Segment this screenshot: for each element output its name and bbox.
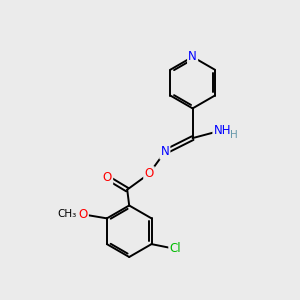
Text: Cl: Cl: [169, 242, 181, 255]
Text: CH₃: CH₃: [58, 209, 77, 219]
Text: O: O: [144, 167, 154, 180]
Text: NH: NH: [214, 124, 231, 137]
Text: O: O: [79, 208, 88, 221]
Text: H: H: [230, 130, 238, 140]
Text: O: O: [103, 171, 112, 184]
Text: N: N: [160, 146, 169, 158]
Text: N: N: [188, 50, 197, 63]
